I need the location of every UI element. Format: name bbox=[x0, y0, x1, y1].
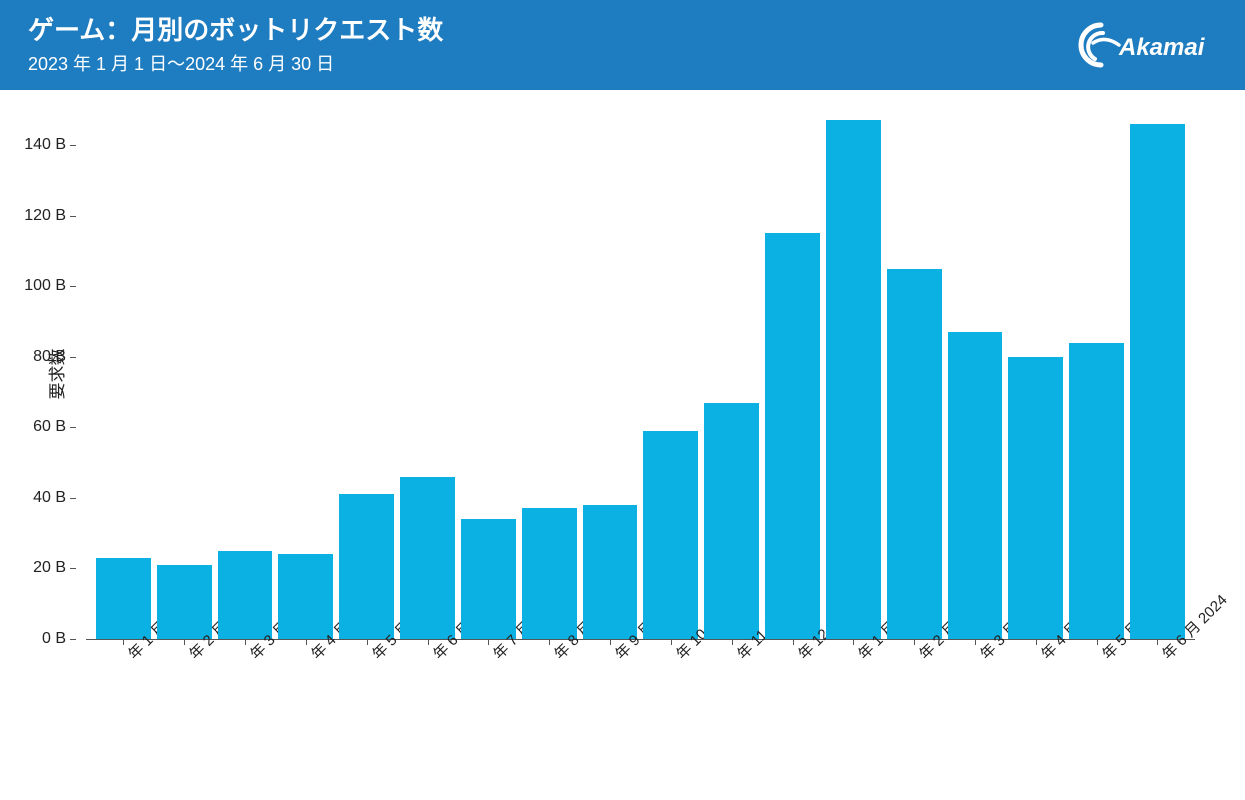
chart-bar: 2024 年 6 月 bbox=[1130, 124, 1185, 639]
x-tick-mark bbox=[428, 639, 429, 645]
x-tick-mark bbox=[549, 639, 550, 645]
chart-bar: 2024 年 1 月 bbox=[826, 120, 881, 638]
x-tick-label: 2024 年 6 月 bbox=[1157, 589, 1231, 663]
chart-title: ゲーム：月別のボットリクエスト数 bbox=[28, 14, 443, 48]
bar-chart: 要求数 0 B20 B40 B60 B80 B100 B120 B140 B 2… bbox=[86, 110, 1195, 640]
x-tick-mark bbox=[123, 639, 124, 645]
y-tick-label: 40 B bbox=[33, 489, 66, 507]
chart-bar: 2023 年 6 月 bbox=[400, 477, 455, 639]
akamai-logo-icon: Akamai bbox=[1077, 21, 1217, 69]
chart-header: ゲーム：月別のボットリクエスト数 2023 年 1 月 1 日～2024 年 6… bbox=[0, 0, 1245, 90]
chart-bar: 2023 年 3 月 bbox=[218, 551, 273, 639]
y-tick-label: 80 B bbox=[33, 348, 66, 366]
x-tick-mark bbox=[367, 639, 368, 645]
x-tick-mark bbox=[671, 639, 672, 645]
y-tick-mark bbox=[70, 286, 76, 287]
chart-bar: 2024 年 2 月 bbox=[887, 269, 942, 639]
y-tick-label: 0 B bbox=[42, 630, 66, 648]
y-tick-mark bbox=[70, 427, 76, 428]
chart-bar: 2023 年 4 月 bbox=[278, 554, 333, 639]
x-tick-mark bbox=[975, 639, 976, 645]
chart-bar: 2024 年 4 月 bbox=[1008, 357, 1063, 639]
x-tick-mark bbox=[184, 639, 185, 645]
y-tick-mark bbox=[70, 145, 76, 146]
chart-bar: 2023 年 12 月 bbox=[765, 233, 820, 639]
y-tick-label: 20 B bbox=[33, 559, 66, 577]
chart-subtitle: 2023 年 1 月 1 日～2024 年 6 月 30 日 bbox=[28, 50, 443, 76]
y-tick-mark bbox=[70, 639, 76, 640]
y-tick-mark bbox=[70, 568, 76, 569]
y-tick-label: 100 B bbox=[24, 277, 66, 295]
x-tick-mark bbox=[732, 639, 733, 645]
x-tick-mark bbox=[488, 639, 489, 645]
y-tick-mark bbox=[70, 357, 76, 358]
chart-bar: 2024 年 3 月 bbox=[948, 332, 1003, 639]
chart-bar: 2024 年 5 月 bbox=[1069, 343, 1124, 639]
x-tick-mark bbox=[853, 639, 854, 645]
akamai-logo: Akamai bbox=[1077, 21, 1217, 69]
x-tick-mark bbox=[1036, 639, 1037, 645]
chart-bar: 2023 年 9 月 bbox=[583, 505, 638, 639]
y-tick-mark bbox=[70, 498, 76, 499]
chart-bars: 2023 年 1 月2023 年 2 月2023 年 3 月2023 年 4 月… bbox=[86, 110, 1195, 639]
chart-bar: 2023 年 7 月 bbox=[461, 519, 516, 639]
chart-bar: 2023 年 11 月 bbox=[704, 403, 759, 639]
chart-bar: 2023 年 2 月 bbox=[157, 565, 212, 639]
header-text: ゲーム：月別のボットリクエスト数 2023 年 1 月 1 日～2024 年 6… bbox=[28, 14, 443, 76]
y-tick-label: 120 B bbox=[24, 207, 66, 225]
x-tick-mark bbox=[1097, 639, 1098, 645]
chart-bar: 2023 年 1 月 bbox=[96, 558, 151, 639]
x-tick-mark bbox=[610, 639, 611, 645]
y-tick-label: 140 B bbox=[24, 136, 66, 154]
svg-text:Akamai: Akamai bbox=[1118, 34, 1206, 61]
x-tick-mark bbox=[245, 639, 246, 645]
x-tick-mark bbox=[1157, 639, 1158, 645]
chart-bar: 2023 年 8 月 bbox=[522, 508, 577, 638]
y-tick-label: 60 B bbox=[33, 418, 66, 436]
y-tick-mark bbox=[70, 216, 76, 217]
chart-bar: 2023 年 10 月 bbox=[643, 431, 698, 639]
chart-area: 要求数 0 B20 B40 B60 B80 B100 B120 B140 B 2… bbox=[0, 90, 1245, 640]
chart-bar: 2023 年 5 月 bbox=[339, 494, 394, 639]
x-tick-mark bbox=[793, 639, 794, 645]
x-tick-mark bbox=[914, 639, 915, 645]
x-tick-mark bbox=[306, 639, 307, 645]
